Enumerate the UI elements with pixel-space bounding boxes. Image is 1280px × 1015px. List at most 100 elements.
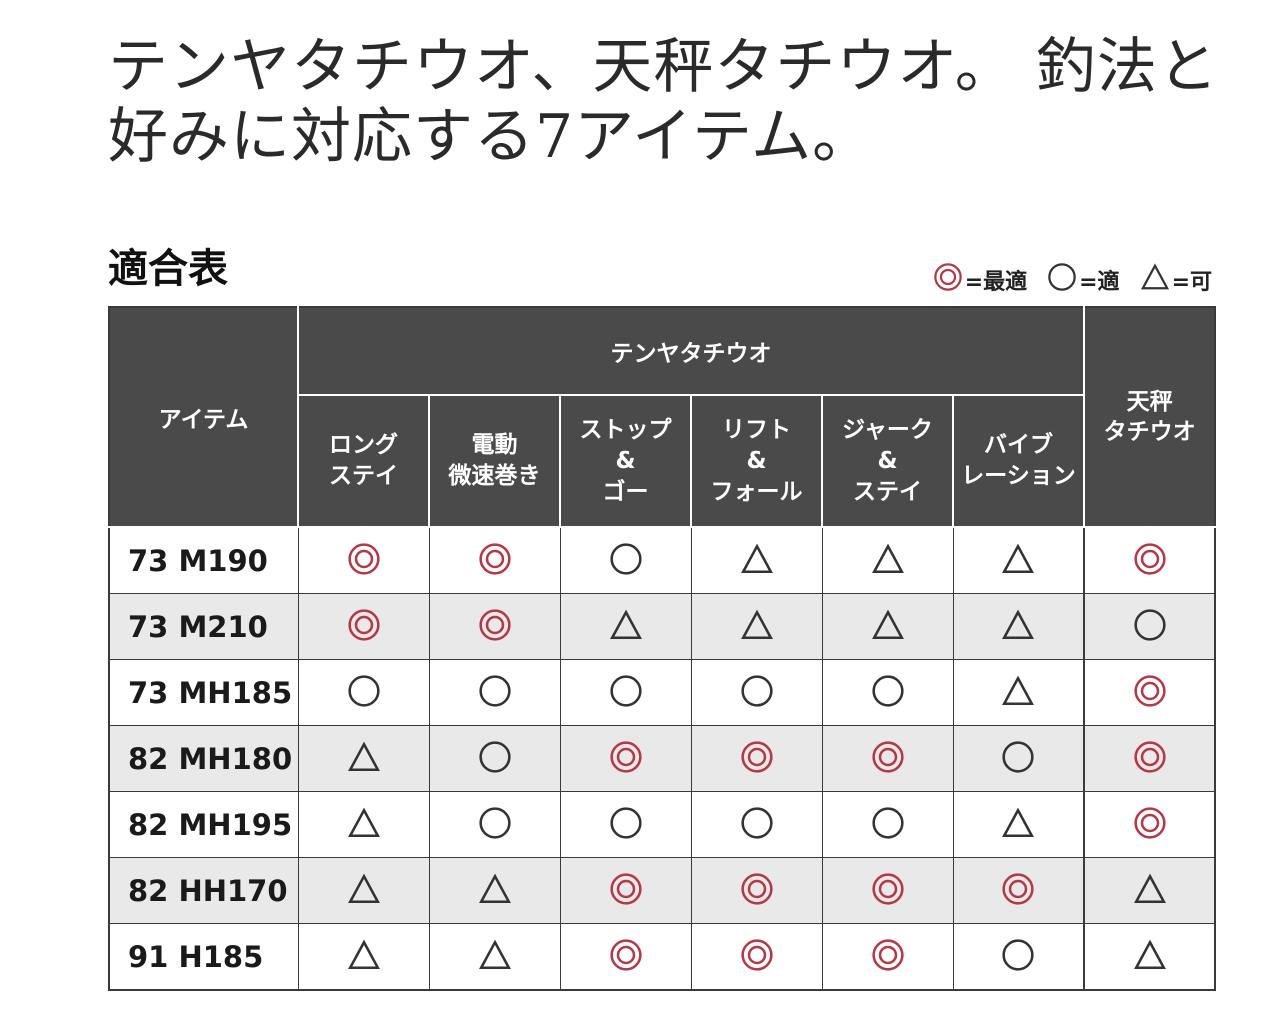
double-circle-icon xyxy=(609,740,643,778)
triangle-icon xyxy=(1001,674,1035,712)
compatibility-table: アイテム テンヤタチウオ 天秤 タチウオ ロング ステイ 電動 微速巻き ストップ & ゴー… xyxy=(108,306,1217,991)
rating-cell xyxy=(428,659,561,726)
double-circle-icon xyxy=(740,872,774,910)
rating-cell xyxy=(297,791,430,858)
legend-item-ok: =可 xyxy=(1140,262,1212,298)
rating-cell xyxy=(821,593,954,660)
rating-cell xyxy=(952,791,1085,858)
double-circle-icon xyxy=(871,740,905,778)
headline: テンヤタチウオ、天秤タチウオ。 釣法と 好みに対応する7アイテム。 xyxy=(108,32,1228,172)
method-header-line: バイブ xyxy=(984,432,1054,458)
rating-cell xyxy=(690,593,823,660)
rating-cell xyxy=(559,526,692,594)
circle-icon xyxy=(1047,262,1077,298)
legend-label-good: =適 xyxy=(1079,270,1120,295)
triangle-icon xyxy=(1001,608,1035,646)
circle-icon xyxy=(740,674,774,712)
method-header-line: リフト xyxy=(722,416,791,443)
rating-cell xyxy=(952,526,1085,594)
headline-line-2: 好みに対応する7アイテム。 xyxy=(108,102,874,172)
method-header-line: ジャーク xyxy=(842,416,933,443)
rating-cell xyxy=(297,857,430,924)
rating-cell xyxy=(821,923,954,991)
double-circle-icon xyxy=(871,938,905,976)
rating-cell xyxy=(428,526,561,594)
circle-icon xyxy=(1001,740,1035,778)
rating-cell xyxy=(1083,526,1217,594)
rating-cell xyxy=(952,659,1085,726)
legend-item-best: =最適 xyxy=(933,262,1027,298)
rating-cell xyxy=(297,659,430,726)
double-circle-icon xyxy=(1133,806,1167,844)
circle-icon xyxy=(1001,938,1035,976)
triangle-icon xyxy=(1140,262,1170,298)
method-header-line: & xyxy=(746,447,767,474)
rating-cell xyxy=(690,526,823,594)
rating-cell xyxy=(952,593,1085,660)
double-circle-icon xyxy=(933,262,963,298)
rating-cell xyxy=(952,923,1085,991)
circle-icon xyxy=(609,806,643,844)
item-name-cell: 82 MH180 xyxy=(108,725,299,792)
rating-cell xyxy=(952,725,1085,792)
rating-cell xyxy=(428,857,561,924)
rating-cell xyxy=(428,593,561,660)
circle-icon xyxy=(609,542,643,580)
triangle-icon xyxy=(1001,542,1035,580)
double-circle-icon xyxy=(609,938,643,976)
rating-cell xyxy=(1083,659,1217,726)
double-circle-icon xyxy=(1133,542,1167,580)
table-row: 73 M210 xyxy=(108,593,1217,660)
triangle-icon xyxy=(478,872,512,910)
rating-cell xyxy=(690,659,823,726)
rating-cell xyxy=(690,857,823,924)
legend: =最適 =適 =可 xyxy=(933,262,1212,298)
rating-cell xyxy=(821,526,954,594)
double-circle-icon xyxy=(1133,674,1167,712)
triangle-icon xyxy=(347,938,381,976)
rating-cell xyxy=(559,593,692,660)
method-column-header: バイブ レーション xyxy=(951,394,1086,528)
item-name-cell: 91 H185 xyxy=(108,923,299,991)
rating-cell xyxy=(428,791,561,858)
double-circle-icon xyxy=(740,740,774,778)
method-header-line: & xyxy=(877,447,898,474)
triangle-icon xyxy=(740,608,774,646)
rating-cell xyxy=(1083,593,1217,660)
rating-cell xyxy=(690,923,823,991)
double-circle-icon xyxy=(478,608,512,646)
double-circle-icon xyxy=(1133,740,1167,778)
rating-cell xyxy=(1083,857,1217,924)
circle-icon xyxy=(478,674,512,712)
item-name-cell: 73 M210 xyxy=(108,593,299,660)
method-header-line: フォール xyxy=(710,478,803,505)
triangle-icon xyxy=(871,608,905,646)
method-column-header: リフト & フォール xyxy=(690,394,823,528)
table-row: 73 M190 xyxy=(108,526,1217,594)
item-column-header: アイテム xyxy=(108,306,299,528)
method-header-line: 微速巻き xyxy=(448,463,541,489)
circle-icon xyxy=(347,674,381,712)
rating-cell xyxy=(559,659,692,726)
method-column-header: ストップ & ゴー xyxy=(559,394,692,528)
circle-icon xyxy=(871,806,905,844)
legend-label-best: =最適 xyxy=(964,270,1028,295)
rating-cell xyxy=(821,791,954,858)
rating-cell xyxy=(1083,791,1217,858)
triangle-icon xyxy=(1133,872,1167,910)
method-header-line: レーション xyxy=(961,463,1076,489)
tenbin-header-line: 天秤 xyxy=(1126,389,1173,415)
item-name-cell: 73 MH185 xyxy=(108,659,299,726)
method-header-line: 電動 xyxy=(471,432,518,458)
double-circle-icon xyxy=(478,542,512,580)
rating-cell xyxy=(428,725,561,792)
table-row: 82 MH180 xyxy=(108,725,1217,792)
triangle-icon xyxy=(478,938,512,976)
double-circle-icon xyxy=(871,872,905,910)
circle-icon xyxy=(1133,608,1167,646)
double-circle-icon xyxy=(347,542,381,580)
table-row: 73 MH185 xyxy=(108,659,1217,726)
rating-cell xyxy=(297,923,430,991)
method-header-line: ロング xyxy=(329,432,398,458)
rating-cell xyxy=(690,791,823,858)
